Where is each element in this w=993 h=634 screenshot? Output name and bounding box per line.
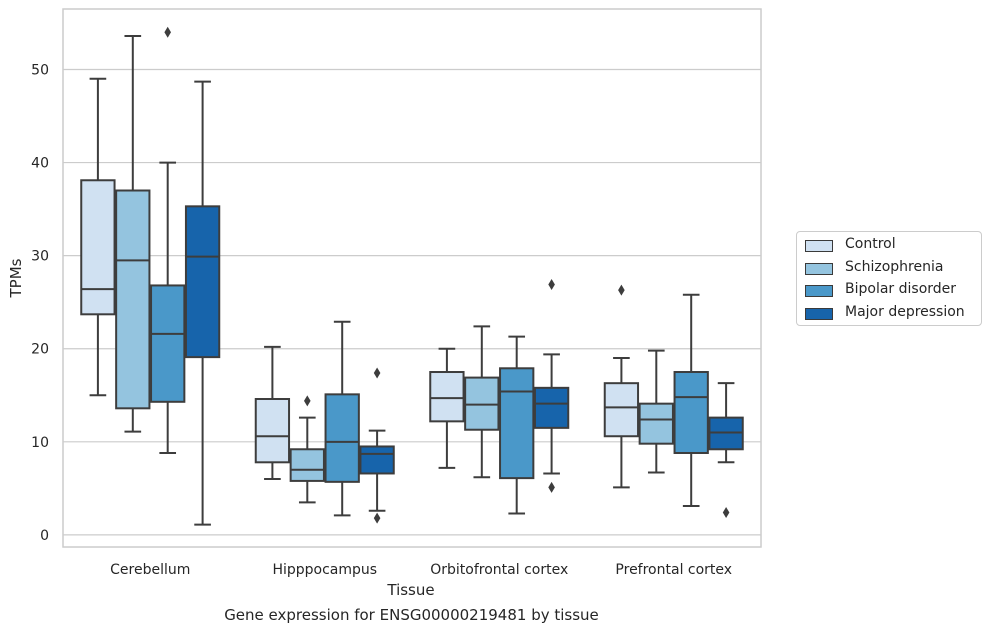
- x-tick-label-orbitofrontal-cortex: Orbitofrontal cortex: [430, 562, 568, 578]
- chart-title: Gene expression for ENSG00000219481 by t…: [224, 606, 599, 624]
- y-tick-label-30: 30: [31, 249, 49, 265]
- legend-item-bipolar-disorder: Bipolar disorder: [797, 281, 981, 304]
- box-schizophrenia-hipppocampus-outlier-0: [304, 395, 311, 407]
- y-tick-label-0: 0: [40, 528, 49, 544]
- box-control-hipppocampus: [254, 345, 291, 481]
- box-major-depression-hipppocampus-outlier-1: [373, 367, 381, 379]
- x-tick-label-cerebellum: Cerebellum: [110, 562, 190, 578]
- y-tick-label-40: 40: [31, 156, 49, 172]
- box-schizophrenia-hipppocampus-iqr: [289, 448, 325, 482]
- series-schizophrenia: [115, 34, 674, 504]
- box-major-depression-cerebellum: [184, 80, 221, 526]
- box-control-prefrontal-cortex: [603, 284, 640, 489]
- series-major-depression: [184, 80, 744, 526]
- box-control-orbitofrontal-cortex: [429, 347, 465, 469]
- legend-label-control: Control: [845, 236, 896, 252]
- legend-swatch-control: [805, 240, 833, 252]
- box-bipolar-disorder-prefrontal-cortex: [673, 293, 709, 508]
- box-bipolar-disorder-hipppocampus: [324, 320, 360, 517]
- box-schizophrenia-orbitofrontal-cortex: [464, 325, 500, 479]
- legend-label-bipolar-disorder: Bipolar disorder: [845, 281, 957, 297]
- legend-item-schizophrenia: Schizophrenia: [797, 259, 981, 282]
- x-tick-label-hipppocampus: Hipppocampus: [272, 562, 377, 578]
- box-schizophrenia-prefrontal-cortex: [638, 349, 674, 474]
- box-plot-series: [80, 26, 744, 526]
- box-major-depression-orbitofrontal-cortex: [533, 279, 570, 493]
- legend-item-major-depression: Major depression: [797, 304, 981, 327]
- box-major-depression-hipppocampus-iqr: [359, 445, 395, 475]
- y-tick-label-20: 20: [31, 342, 49, 358]
- box-major-depression-orbitofrontal-cortex-outlier-0: [548, 481, 555, 493]
- series-control: [80, 77, 640, 489]
- box-major-depression-orbitofrontal-cortex-outlier-1: [548, 279, 555, 291]
- legend-swatch-bipolar-disorder: [805, 285, 833, 297]
- y-tick-label-50: 50: [31, 63, 49, 79]
- legend-label-schizophrenia: Schizophrenia: [845, 258, 944, 275]
- x-tick-labels: Cerebellum Hipppocampus Orbitofrontal cort…: [110, 562, 732, 578]
- box-bipolar-disorder-prefrontal-cortex-iqr: [673, 371, 709, 454]
- y-axis-label: TPMs: [7, 258, 25, 298]
- box-major-depression-hipppocampus: [359, 367, 395, 524]
- box-control-prefrontal-cortex-iqr: [603, 382, 640, 438]
- legend-swatch-major-depression: [805, 307, 833, 320]
- box-major-depression-orbitofrontal-cortex-iqr: [533, 386, 570, 429]
- box-major-depression-cerebellum-iqr: [184, 205, 221, 359]
- box-control-cerebellum-iqr: [80, 179, 116, 316]
- legend-swatch-schizophrenia: [805, 262, 833, 275]
- box-control-cerebellum: [80, 77, 116, 397]
- series-bipolar-disorder: [150, 26, 709, 517]
- box-bipolar-disorder-cerebellum-outlier-0: [164, 26, 171, 38]
- legend: Control Schizophrenia Bipolar disorder M…: [796, 231, 982, 326]
- box-bipolar-disorder-hipppocampus-iqr: [324, 393, 360, 483]
- box-bipolar-disorder-cerebellum: [150, 26, 186, 454]
- plot-area-frame: [62, 8, 762, 548]
- box-schizophrenia-cerebellum-iqr: [115, 189, 151, 410]
- legend-item-control: Control: [797, 236, 981, 259]
- box-control-prefrontal-cortex-outlier-0: [618, 284, 625, 296]
- box-bipolar-disorder-orbitofrontal-cortex-iqr: [499, 367, 535, 480]
- y-tick-labels: 0 10 20 30 40 50: [31, 63, 49, 544]
- x-axis-label: Tissue: [386, 581, 434, 599]
- y-tick-label-10: 10: [31, 435, 49, 451]
- box-control-orbitofrontal-cortex-iqr: [429, 371, 465, 423]
- box-bipolar-disorder-orbitofrontal-cortex: [499, 335, 535, 515]
- box-schizophrenia-cerebellum: [115, 34, 151, 433]
- box-major-depression-hipppocampus-outlier-0: [373, 512, 381, 524]
- box-schizophrenia-hipppocampus: [289, 395, 325, 504]
- box-bipolar-disorder-cerebellum-iqr: [150, 284, 186, 403]
- box-major-depression-prefrontal-cortex: [708, 382, 744, 519]
- box-schizophrenia-prefrontal-cortex-iqr: [638, 402, 674, 445]
- x-tick-label-prefrontal-cortex: Prefrontal cortex: [615, 562, 732, 578]
- box-major-depression-prefrontal-cortex-outlier-0: [722, 507, 730, 519]
- box-control-hipppocampus-iqr: [254, 398, 291, 464]
- legend-label-major-depression: Major depression: [845, 303, 965, 320]
